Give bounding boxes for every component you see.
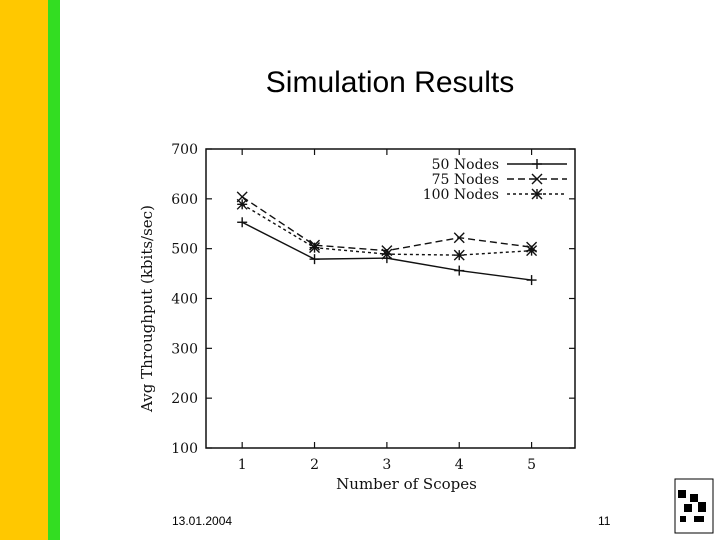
y-tick-label: 500 xyxy=(171,242,198,258)
left-yellow-bar xyxy=(0,0,48,540)
data-point-50-nodes xyxy=(309,254,320,265)
x-tick-label: 4 xyxy=(455,457,464,473)
data-point-50-nodes xyxy=(526,275,537,286)
data-point-100-nodes xyxy=(453,249,465,261)
legend-label-75-nodes: 75 Nodes xyxy=(432,172,499,188)
data-point-50-nodes xyxy=(454,265,465,276)
throughput-chart: 100 200 300 400 500 600 700 1 2 3 4 5 Number of Scop… xyxy=(138,142,576,493)
x-tick-label: 2 xyxy=(310,457,319,473)
data-point-100-nodes xyxy=(309,242,321,254)
legend-marker-75-nodes xyxy=(531,173,543,185)
legend-label-100-nodes: 100 Nodes xyxy=(423,187,499,203)
y-tick-label: 300 xyxy=(171,341,198,357)
x-tick-label: 1 xyxy=(238,457,247,473)
y-tick-label: 700 xyxy=(171,142,198,158)
y-tick-label: 400 xyxy=(171,292,198,308)
series-line-100-nodes xyxy=(241,203,532,256)
y-tick-label: 100 xyxy=(171,441,198,457)
data-point-100-nodes xyxy=(381,248,393,260)
slide-title: Simulation Results xyxy=(265,66,515,99)
data-point-100-nodes xyxy=(526,245,538,257)
data-point-100-nodes xyxy=(236,198,248,210)
x-tick-label: 3 xyxy=(382,457,391,473)
y-tick-label: 200 xyxy=(171,391,198,407)
data-point-75-nodes xyxy=(453,232,465,244)
page-number: 11 xyxy=(598,514,611,528)
legend-label-50-nodes: 50 Nodes xyxy=(432,157,499,173)
data-point-50-nodes xyxy=(237,217,248,228)
legend-marker-50-nodes xyxy=(532,159,542,169)
left-green-bar xyxy=(48,0,60,540)
legend-marker-100-nodes xyxy=(531,188,543,200)
x-axis-label: Number of Scopes xyxy=(336,475,477,493)
series-line-75-nodes xyxy=(241,196,532,252)
y-axis-label: Avg Throughput (kbits/sec) xyxy=(138,205,156,413)
y-tick-label: 600 xyxy=(171,192,198,208)
x-tick-label: 5 xyxy=(527,457,536,473)
university-logo xyxy=(674,478,714,534)
footer-date: 13.01.2004 xyxy=(172,514,233,528)
